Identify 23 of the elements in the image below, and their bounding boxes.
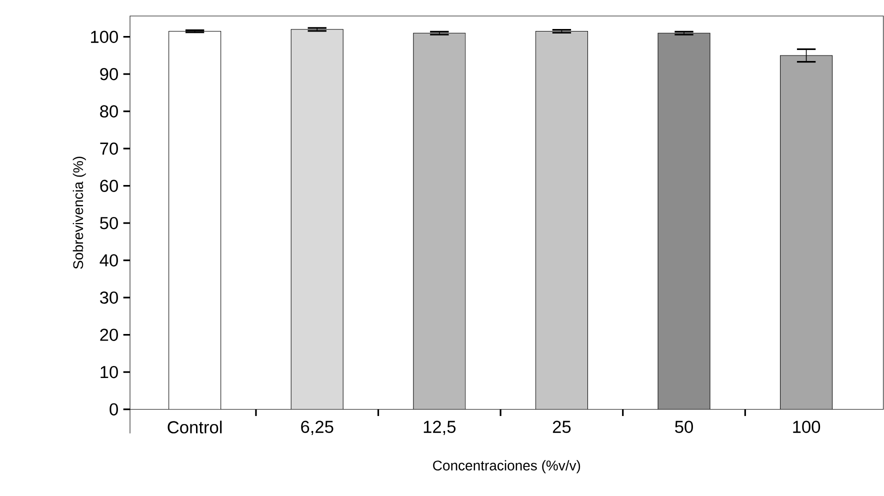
y-tick-label: 70 [100,142,118,155]
y-tick-label: 20 [100,328,118,341]
y-tick-label: 80 [100,105,118,118]
y-axis-title: Sobrevivencia (%) [72,156,86,269]
y-tick-label: 10 [100,366,118,378]
y-tick-label: 60 [100,180,118,192]
y-tick-label: 90 [100,68,118,80]
x-axis-title: Concentraciones (%v/v) [433,460,580,474]
bar [413,32,466,410]
y-tick-label: 50 [100,216,118,230]
y-tick-label: 30 [100,291,118,304]
y-tick-label: 100 [91,30,118,43]
y-tick-label: 40 [100,254,118,266]
bar [290,29,344,410]
bar [535,31,588,410]
y-tick-label: 0 [110,403,118,416]
x-tick-label: 50 [675,420,693,433]
x-tick-label: 25 [552,420,571,433]
x-tick-label: Control [168,420,222,434]
bar [658,32,710,410]
x-tick-label: 100 [793,420,820,433]
x-tick-label: 6,25 [301,420,334,436]
x-tick-label: 12,5 [424,420,456,436]
